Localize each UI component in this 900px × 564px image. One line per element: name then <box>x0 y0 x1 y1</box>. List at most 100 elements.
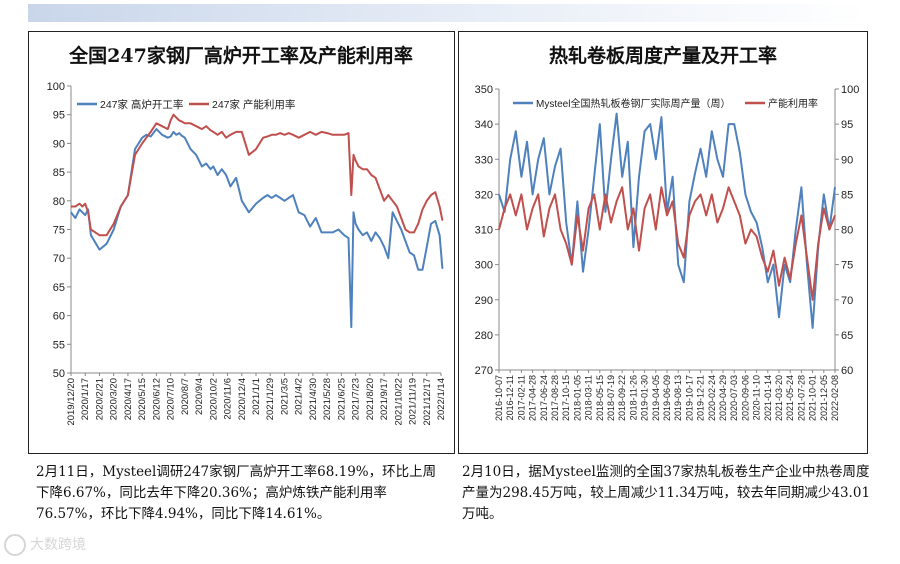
data-point <box>683 281 685 283</box>
data-point <box>520 176 522 178</box>
left-chart-panel: 全国247家钢厂高炉开工率及产能利用率 50 55 60 65 70 75 80 85 90 95 1… <box>28 31 455 454</box>
y2-tick-label: 100 <box>841 84 859 96</box>
x-tick-label: 2019-10-17 <box>684 375 694 421</box>
data-point <box>417 223 419 225</box>
data-point <box>716 158 718 160</box>
y-tick-label: 95 <box>53 110 65 122</box>
data-point <box>644 130 646 132</box>
data-point <box>105 243 108 245</box>
data-point <box>337 228 340 231</box>
data-point <box>784 264 786 266</box>
data-point <box>127 194 129 196</box>
watermark-text: 大数跨境 <box>30 537 86 553</box>
data-point <box>417 269 419 271</box>
x-tick-label: 2018-03-11 <box>584 375 594 420</box>
data-point <box>426 246 428 248</box>
data-point <box>362 168 364 170</box>
chart-title: 热轧卷板周度产量及开工率 <box>549 44 777 67</box>
y-tick-label: 75 <box>53 225 65 237</box>
data-point <box>212 165 214 167</box>
data-point <box>279 132 281 134</box>
data-point <box>700 193 702 195</box>
data-point <box>421 208 424 211</box>
data-point <box>616 200 618 202</box>
y-tick-label: 340 <box>475 119 493 131</box>
data-point <box>357 165 360 167</box>
x-tick-label: 2019-08-13 <box>673 375 683 421</box>
data-point <box>370 174 372 176</box>
data-point <box>396 220 398 222</box>
data-point <box>241 200 243 202</box>
data-point <box>644 207 646 210</box>
data-point <box>248 211 250 213</box>
legend-label: 产能利用率 <box>768 97 818 110</box>
data-point <box>441 267 444 270</box>
data-point <box>616 112 618 115</box>
data-point <box>262 197 264 199</box>
data-point <box>694 172 696 174</box>
data-point <box>387 257 389 259</box>
data-point <box>632 246 634 248</box>
data-point <box>255 148 257 150</box>
data-point <box>638 176 640 178</box>
data-point <box>374 231 377 233</box>
data-point <box>172 114 175 116</box>
data-point <box>627 228 629 231</box>
data-point <box>705 176 707 178</box>
data-point <box>87 211 89 213</box>
data-point <box>370 240 372 242</box>
x-tick-label: 2020/2/21 <box>94 378 105 420</box>
data-point <box>632 207 634 210</box>
data-point <box>744 193 746 195</box>
data-point <box>576 214 578 217</box>
data-point <box>145 134 148 136</box>
data-point <box>438 205 441 208</box>
data-point <box>772 264 774 266</box>
data-point <box>834 214 836 217</box>
data-point <box>430 194 432 196</box>
data-point <box>409 251 411 254</box>
data-point <box>571 264 573 266</box>
right-chart-svg: 热轧卷板周度产量及开工率 270 280 290 300 310 320 330 340 350 6… <box>475 44 860 421</box>
data-point <box>105 234 108 236</box>
data-point <box>722 207 724 210</box>
data-point <box>677 242 679 245</box>
x-tick-label: 2021/6/25 <box>336 378 347 420</box>
data-point <box>81 211 83 213</box>
x-tick-label: 2020-02-24 <box>707 375 717 421</box>
data-point <box>355 160 357 162</box>
x-tick-label: 2020/12/4 <box>237 378 248 420</box>
data-point <box>711 193 713 195</box>
data-point <box>343 134 345 136</box>
data-point <box>366 231 368 233</box>
data-point <box>728 186 730 188</box>
data-point <box>355 223 357 225</box>
data-point <box>593 176 595 178</box>
data-point <box>543 137 545 139</box>
y-tick-label: 85 <box>53 167 65 179</box>
data-point <box>167 137 169 139</box>
data-point <box>78 208 81 211</box>
data-point <box>235 131 237 133</box>
data-point <box>221 131 223 133</box>
data-point <box>532 193 534 195</box>
data-point <box>392 211 394 213</box>
data-point <box>303 214 305 216</box>
data-point <box>98 248 101 251</box>
data-point <box>761 246 763 248</box>
y2-tick-label: 90 <box>841 154 853 166</box>
data-point <box>582 249 584 252</box>
data-point <box>350 326 352 328</box>
data-point <box>145 137 148 139</box>
data-point <box>387 194 389 196</box>
data-point <box>362 234 364 236</box>
data-point <box>515 130 517 132</box>
data-point <box>700 148 702 150</box>
y2-tick-label: 95 <box>841 119 853 131</box>
data-point <box>150 135 152 138</box>
data-point <box>520 193 522 195</box>
data-point <box>255 203 257 205</box>
data-point <box>655 228 657 231</box>
x-tick-label: 2021-01-14 <box>763 375 773 421</box>
data-point <box>212 131 214 133</box>
